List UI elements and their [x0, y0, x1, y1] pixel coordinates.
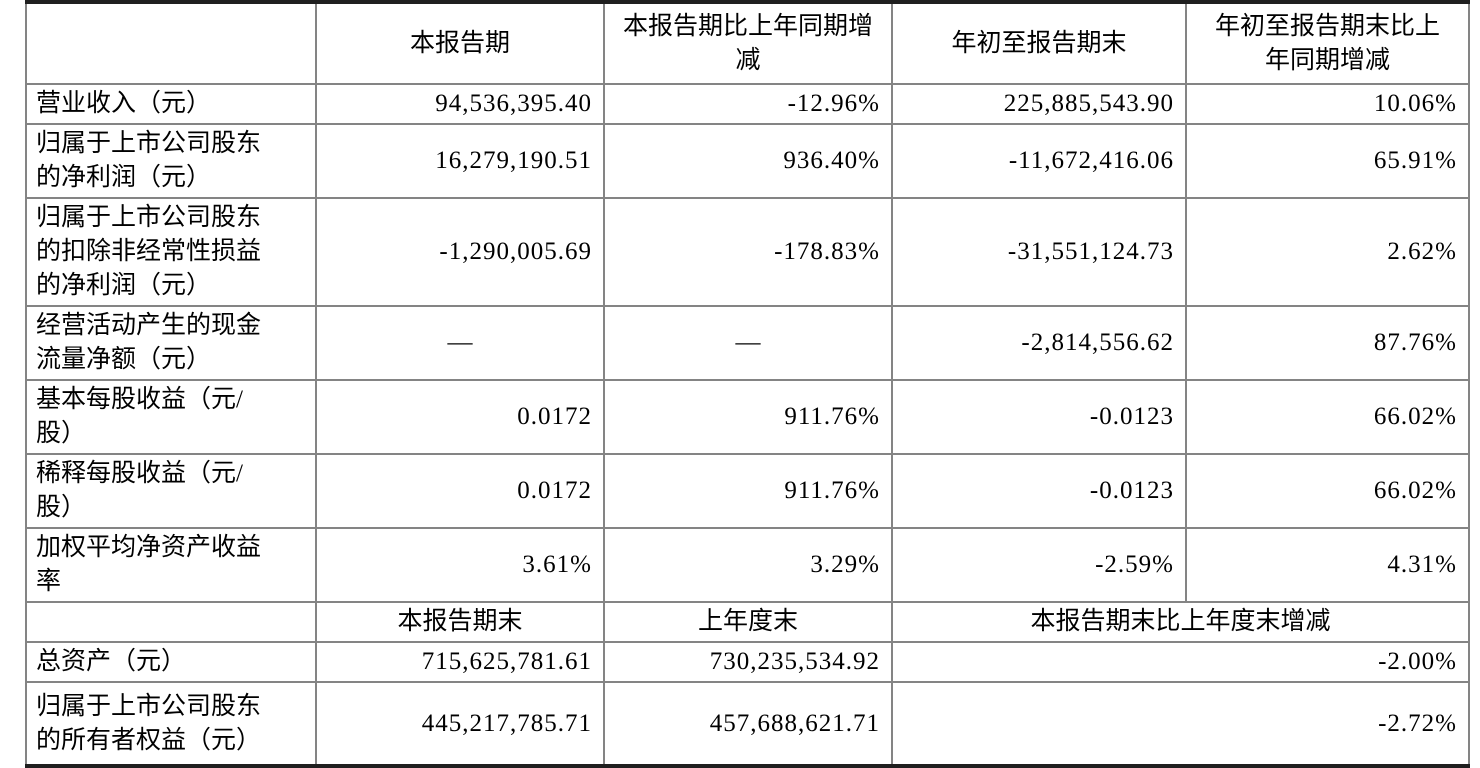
key-financials-table: 本报告期 本报告期比上年同期增减 年初至报告期末 年初至报告期末比上年同期增减 … — [25, 0, 1470, 768]
revenue-label: 营业收入（元） — [25, 83, 317, 125]
diluted-eps-ytd: -0.0123 — [891, 453, 1187, 529]
header-yoy-change: 本报告期比上年同期增减 — [603, 1, 893, 85]
net-profit-excl-ytd: -31,551,124.73 — [891, 197, 1187, 307]
row-revenue: 营业收入（元） 94,536,395.40 -12.96% 225,885,54… — [25, 83, 1470, 125]
row-net-profit: 归属于上市公司股东的净利润（元） 16,279,190.51 936.40% -… — [25, 123, 1470, 199]
cash-flow-yoy: — — [603, 305, 893, 381]
cash-flow-current: — — [315, 305, 605, 381]
total-assets-label: 总资产（元） — [25, 641, 317, 683]
net-profit-excl-label: 归属于上市公司股东的扣除非经常性损益的净利润（元） — [25, 197, 317, 307]
row-equity: 归属于上市公司股东的所有者权益（元） 445,217,785.71 457,68… — [25, 681, 1470, 767]
total-assets-end-period: 715,625,781.61 — [315, 641, 605, 683]
roe-ytd-yoy: 4.31% — [1185, 527, 1470, 603]
header-empty — [25, 1, 317, 85]
row-net-profit-excl-nonrecurring: 归属于上市公司股东的扣除非经常性损益的净利润（元） -1,290,005.69 … — [25, 197, 1470, 307]
row-weighted-avg-roe: 加权平均净资产收益率 3.61% 3.29% -2.59% 4.31% — [25, 527, 1470, 603]
header-current-period: 本报告期 — [315, 1, 605, 85]
cash-flow-ytd: -2,814,556.62 — [891, 305, 1187, 381]
revenue-ytd: 225,885,543.90 — [891, 83, 1187, 125]
basic-eps-label: 基本每股收益（元/股） — [25, 379, 317, 455]
net-profit-ytd-yoy: 65.91% — [1185, 123, 1470, 199]
net-profit-label: 归属于上市公司股东的净利润（元） — [25, 123, 317, 199]
roe-current: 3.61% — [315, 527, 605, 603]
roe-yoy: 3.29% — [603, 527, 893, 603]
header-prev-year-end: 上年度末 — [603, 601, 893, 643]
header-end-vs-prev-year-change: 本报告期末比上年度末增减 — [891, 601, 1470, 643]
equity-label: 归属于上市公司股东的所有者权益（元） — [25, 681, 317, 767]
revenue-current: 94,536,395.40 — [315, 83, 605, 125]
net-profit-excl-yoy: -178.83% — [603, 197, 893, 307]
total-assets-prev-year-end: 730,235,534.92 — [603, 641, 893, 683]
revenue-ytd-yoy: 10.06% — [1185, 83, 1470, 125]
header-row-balance: 本报告期末 上年度末 本报告期末比上年度末增减 — [25, 601, 1470, 643]
total-assets-change: -2.00% — [891, 641, 1470, 683]
diluted-eps-yoy: 911.76% — [603, 453, 893, 529]
net-profit-excl-current: -1,290,005.69 — [315, 197, 605, 307]
cash-flow-label: 经营活动产生的现金流量净额（元） — [25, 305, 317, 381]
equity-change: -2.72% — [891, 681, 1470, 767]
header-row-periods: 本报告期 本报告期比上年同期增减 年初至报告期末 年初至报告期末比上年同期增减 — [25, 1, 1470, 85]
equity-prev-year-end: 457,688,621.71 — [603, 681, 893, 767]
roe-ytd: -2.59% — [891, 527, 1187, 603]
net-profit-yoy: 936.40% — [603, 123, 893, 199]
diluted-eps-label: 稀释每股收益（元/股） — [25, 453, 317, 529]
diluted-eps-ytd-yoy: 66.02% — [1185, 453, 1470, 529]
row-operating-cash-flow: 经营活动产生的现金流量净额（元） — — -2,814,556.62 87.76… — [25, 305, 1470, 381]
header-end-of-period: 本报告期末 — [315, 601, 605, 643]
row-diluted-eps: 稀释每股收益（元/股） 0.0172 911.76% -0.0123 66.02… — [25, 453, 1470, 529]
roe-label: 加权平均净资产收益率 — [25, 527, 317, 603]
net-profit-current: 16,279,190.51 — [315, 123, 605, 199]
basic-eps-ytd: -0.0123 — [891, 379, 1187, 455]
net-profit-ytd: -11,672,416.06 — [891, 123, 1187, 199]
header-ytd: 年初至报告期末 — [891, 1, 1187, 85]
basic-eps-yoy: 911.76% — [603, 379, 893, 455]
equity-end-period: 445,217,785.71 — [315, 681, 605, 767]
basic-eps-current: 0.0172 — [315, 379, 605, 455]
row-total-assets: 总资产（元） 715,625,781.61 730,235,534.92 -2.… — [25, 641, 1470, 683]
cash-flow-ytd-yoy: 87.76% — [1185, 305, 1470, 381]
diluted-eps-current: 0.0172 — [315, 453, 605, 529]
net-profit-excl-ytd-yoy: 2.62% — [1185, 197, 1470, 307]
row-basic-eps: 基本每股收益（元/股） 0.0172 911.76% -0.0123 66.02… — [25, 379, 1470, 455]
revenue-yoy: -12.96% — [603, 83, 893, 125]
header-ytd-yoy-change: 年初至报告期末比上年同期增减 — [1185, 1, 1470, 85]
header-empty-2 — [25, 601, 317, 643]
basic-eps-ytd-yoy: 66.02% — [1185, 379, 1470, 455]
